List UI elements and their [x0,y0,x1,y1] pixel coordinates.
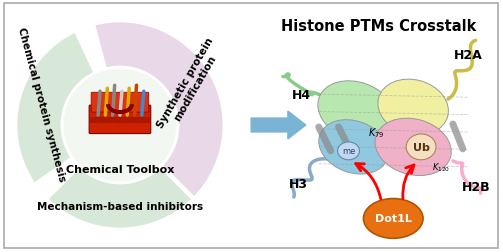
Circle shape [62,68,178,183]
Text: Synthetic protein
modification: Synthetic protein modification [155,36,225,135]
Ellipse shape [319,120,388,174]
Wedge shape [46,166,194,229]
Text: H4: H4 [292,88,311,101]
Text: Mechanism-based inhibitors: Mechanism-based inhibitors [37,201,203,211]
Text: H3: H3 [289,177,308,190]
Ellipse shape [364,199,423,238]
FancyBboxPatch shape [91,93,149,113]
Ellipse shape [406,134,436,160]
FancyArrow shape [251,112,306,139]
Text: Chemical Toolbox: Chemical Toolbox [66,164,174,174]
Wedge shape [93,22,224,199]
Text: $K_{120}$: $K_{120}$ [432,161,450,173]
Text: Ub: Ub [412,142,430,152]
FancyBboxPatch shape [4,4,497,248]
FancyBboxPatch shape [90,118,150,123]
Text: Chemical protein synthesis: Chemical protein synthesis [16,27,67,183]
Text: H2B: H2B [461,180,490,193]
Text: me: me [342,147,355,156]
Ellipse shape [375,119,451,176]
Text: $K_{79}$: $K_{79}$ [368,125,385,139]
Text: H2A: H2A [453,49,482,62]
Circle shape [64,70,176,181]
FancyBboxPatch shape [89,106,151,134]
Ellipse shape [338,142,360,160]
Text: Dot1L: Dot1L [375,214,411,224]
Text: Histone PTMs Crosstalk: Histone PTMs Crosstalk [281,19,476,34]
Ellipse shape [378,80,448,136]
Ellipse shape [318,81,395,142]
Wedge shape [16,31,96,185]
